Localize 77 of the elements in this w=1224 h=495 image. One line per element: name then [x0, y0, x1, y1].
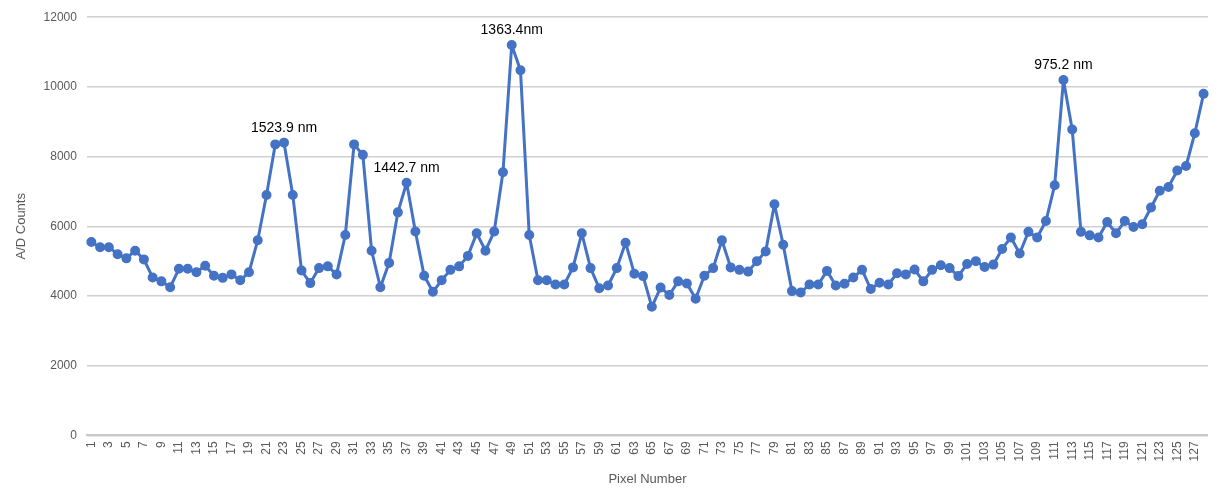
- x-tick-label: 95: [906, 441, 921, 455]
- x-tick-label: 41: [433, 441, 448, 455]
- y-tick-label: 10000: [43, 79, 78, 94]
- x-tick-label: 59: [591, 441, 606, 455]
- y-tick-label: 2000: [50, 357, 78, 372]
- x-tick-label: 19: [241, 441, 256, 455]
- x-axis-title: Pixel Number: [608, 470, 688, 486]
- x-tick-label: 107: [1011, 441, 1026, 462]
- x-tick-label: 51: [521, 441, 536, 455]
- annotation: 1363.4nm: [480, 20, 543, 37]
- x-tick-label: 111: [1047, 441, 1061, 460]
- x-tick-label: 21: [258, 441, 273, 455]
- x-tick-label: 9: [153, 441, 168, 449]
- x-tick-label: 39: [416, 441, 431, 455]
- x-tick-label: 67: [661, 441, 676, 455]
- x-tick-label: 65: [644, 441, 659, 455]
- x-tick-label: 23: [276, 441, 291, 455]
- x-tick-label: 73: [714, 441, 729, 455]
- x-tick-label: 37: [398, 441, 413, 455]
- x-tick-label: 29: [328, 441, 343, 455]
- y-tick-label: 0: [70, 427, 78, 442]
- x-tick-label: 99: [941, 441, 956, 455]
- x-tick-label: 11: [171, 441, 186, 454]
- x-tick-label: 101: [959, 441, 974, 462]
- x-tick-label: 5: [118, 441, 133, 449]
- y-tick-label: 6000: [50, 218, 78, 233]
- x-tick-label: 121: [1134, 441, 1149, 462]
- x-tick-label: 123: [1152, 441, 1167, 462]
- x-tick-label: 79: [766, 441, 781, 455]
- x-tick-label: 113: [1064, 441, 1079, 461]
- x-tick-label: 47: [486, 441, 501, 455]
- y-axis-title: A/D Counts: [13, 192, 29, 260]
- x-tick-label: 27: [311, 441, 326, 455]
- x-tick-label: 55: [556, 441, 571, 455]
- x-tick-label: 127: [1187, 441, 1202, 462]
- x-tick-label: 13: [188, 441, 203, 455]
- x-tick-label: 33: [363, 441, 378, 455]
- x-tick-label: 53: [539, 441, 554, 455]
- y-tick-label: 12000: [43, 9, 78, 24]
- x-tick-label: 17: [223, 441, 238, 455]
- x-tick-label: 45: [469, 441, 483, 455]
- x-tick-label: 105: [994, 441, 1009, 462]
- x-tick-label: 63: [626, 441, 641, 455]
- x-tick-label: 93: [889, 441, 904, 455]
- x-tick-label: 89: [854, 441, 869, 455]
- x-tick-label: 119: [1117, 441, 1132, 461]
- x-tick-label: 57: [574, 441, 589, 455]
- x-tick-label: 115: [1082, 441, 1097, 461]
- x-tick-label: 43: [451, 441, 466, 455]
- x-tick-label: 83: [801, 441, 816, 455]
- x-tick-label: 71: [696, 441, 711, 455]
- x-tick-label: 3: [101, 441, 116, 449]
- annotation: 975.2 nm: [1034, 55, 1093, 72]
- x-tick-label: 25: [293, 441, 308, 455]
- annotation: 1442.7 nm: [373, 158, 440, 175]
- x-tick-label: 1: [83, 441, 98, 449]
- x-tick-label: 49: [504, 441, 519, 455]
- x-tick-label: 75: [731, 441, 746, 455]
- x-tick-label: 109: [1029, 441, 1044, 462]
- x-tick-label: 77: [749, 441, 764, 455]
- x-tick-label: 35: [381, 441, 396, 455]
- x-tick-label: 7: [136, 441, 151, 449]
- x-tick-label: 15: [206, 441, 221, 455]
- x-tick-label: 61: [609, 441, 624, 455]
- y-tick-label: 8000: [50, 148, 78, 163]
- annotation: 1523.9 nm: [250, 118, 318, 135]
- x-tick-label: 69: [679, 441, 694, 455]
- x-tick-label: 87: [836, 441, 851, 455]
- y-tick-label: 4000: [50, 288, 78, 303]
- x-tick-label: 85: [819, 441, 834, 455]
- x-tick-label: 125: [1169, 441, 1184, 462]
- x-tick-label: 103: [976, 441, 991, 462]
- x-tick-label: 117: [1099, 441, 1114, 461]
- x-tick-label: 97: [924, 441, 939, 455]
- x-tick-label: 81: [784, 441, 799, 455]
- x-tick-label: 31: [346, 441, 361, 455]
- x-tick-label: 91: [871, 441, 886, 455]
